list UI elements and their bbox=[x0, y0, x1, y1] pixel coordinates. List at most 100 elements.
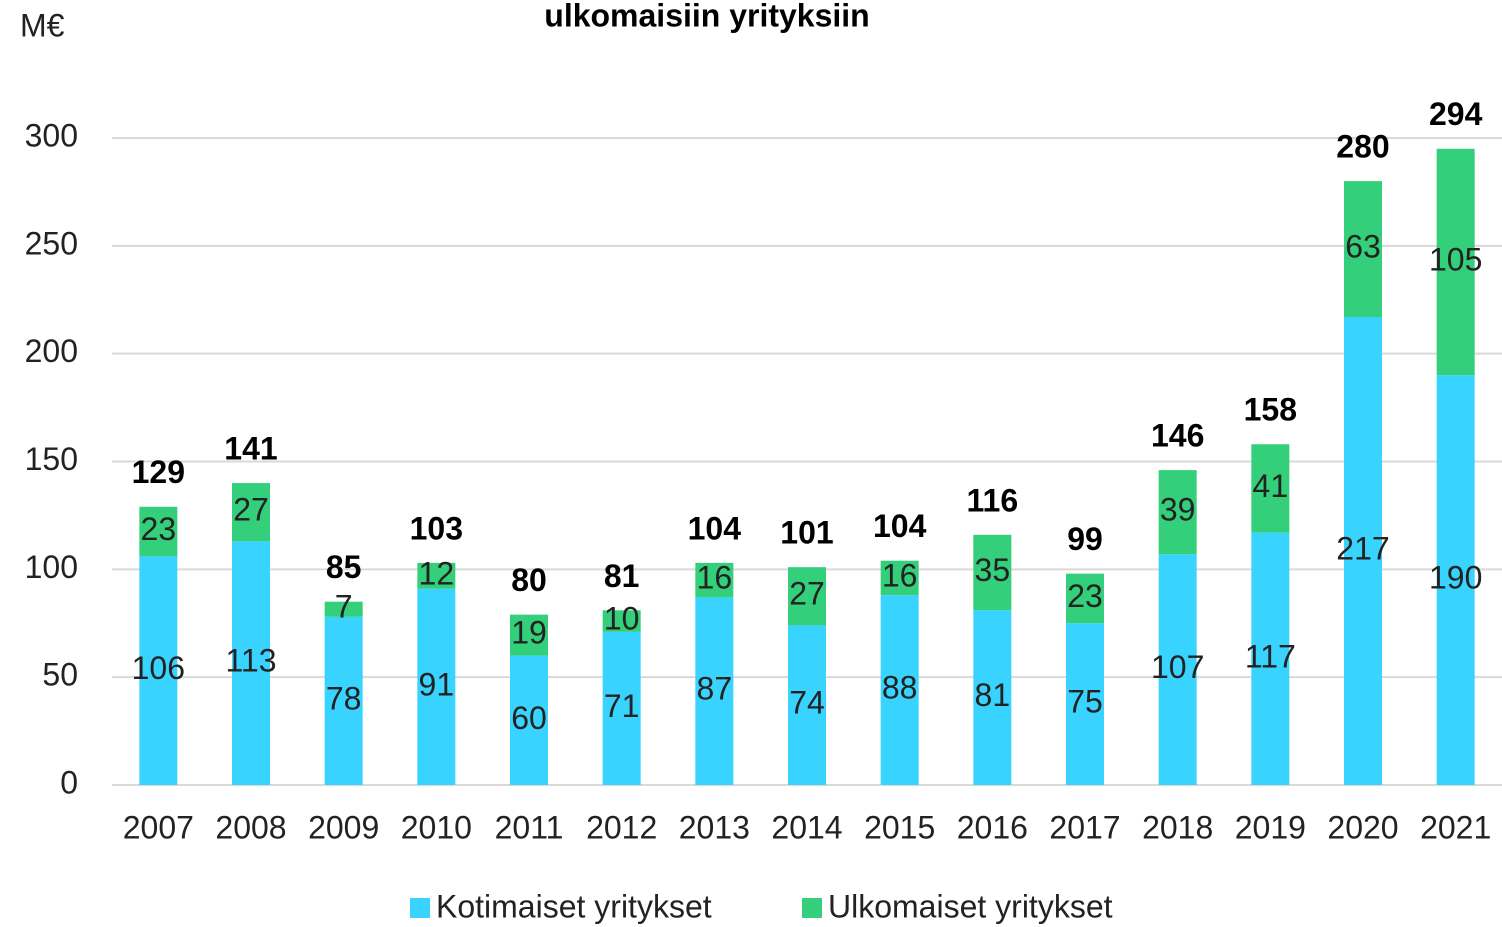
data-label: 81 bbox=[975, 677, 1011, 713]
bar-segment bbox=[417, 588, 456, 785]
data-label: 23 bbox=[1067, 578, 1103, 614]
x-tick-label: 2019 bbox=[1235, 809, 1306, 845]
bar-segment bbox=[602, 610, 641, 632]
data-label: 63 bbox=[1345, 229, 1381, 265]
legend-label: Kotimaiset yritykset bbox=[436, 888, 712, 924]
data-label: 23 bbox=[141, 511, 177, 547]
x-tick-label: 2021 bbox=[1420, 809, 1491, 845]
data-label: 12 bbox=[419, 555, 455, 591]
bar-segment bbox=[973, 534, 1012, 611]
data-label: 107 bbox=[1151, 649, 1204, 685]
total-label: 99 bbox=[1067, 521, 1103, 557]
x-tick-label: 2010 bbox=[401, 809, 472, 845]
x-tick-label: 2020 bbox=[1327, 809, 1398, 845]
x-tick-label: 2011 bbox=[495, 809, 564, 845]
total-label: 294 bbox=[1429, 96, 1483, 132]
bar-segment bbox=[1436, 148, 1475, 376]
total-label: 280 bbox=[1336, 129, 1389, 165]
legend-swatch bbox=[802, 898, 822, 918]
data-label: 16 bbox=[697, 560, 733, 596]
x-tick-label: 2017 bbox=[1049, 809, 1120, 845]
data-label: 88 bbox=[882, 670, 918, 706]
bar-segment bbox=[1158, 470, 1197, 555]
bar-segment bbox=[232, 541, 270, 785]
bar-segment bbox=[602, 631, 641, 785]
bar-segment bbox=[880, 595, 919, 785]
data-label: 19 bbox=[511, 615, 547, 651]
data-label: 35 bbox=[975, 552, 1011, 588]
total-label: 146 bbox=[1151, 418, 1204, 454]
x-tick-label: 2018 bbox=[1142, 809, 1213, 845]
total-label: 104 bbox=[688, 510, 742, 546]
y-tick-label: 100 bbox=[25, 549, 78, 585]
y-axis-label: M€ bbox=[20, 7, 65, 43]
bar-segment bbox=[510, 614, 548, 656]
total-label: 85 bbox=[326, 549, 362, 585]
data-label: 91 bbox=[419, 666, 455, 702]
data-label: 113 bbox=[225, 643, 276, 679]
data-label: 41 bbox=[1253, 468, 1289, 504]
legend-label: Ulkomaiset yritykset bbox=[828, 888, 1113, 924]
total-label: 101 bbox=[780, 515, 833, 551]
data-label: 87 bbox=[697, 671, 733, 707]
total-label: 81 bbox=[604, 558, 640, 594]
bar-segment bbox=[324, 601, 363, 617]
bar-segment bbox=[324, 616, 363, 785]
total-label: 116 bbox=[967, 482, 1019, 518]
total-label: 141 bbox=[224, 431, 277, 467]
bar-segment bbox=[1344, 181, 1382, 318]
bar-segment bbox=[695, 597, 734, 785]
bar-segment bbox=[1251, 444, 1290, 533]
bar-segment bbox=[232, 483, 270, 542]
bar-segment bbox=[1158, 554, 1197, 785]
bar-segment bbox=[1436, 375, 1475, 785]
total-label: 158 bbox=[1244, 392, 1297, 428]
x-tick-label: 2016 bbox=[957, 809, 1028, 845]
total-label: 104 bbox=[873, 508, 927, 544]
bar-segment bbox=[880, 560, 919, 596]
data-label: 60 bbox=[511, 700, 547, 736]
data-label: 105 bbox=[1429, 241, 1482, 277]
data-label: 16 bbox=[882, 557, 918, 593]
data-label: 106 bbox=[132, 650, 185, 686]
data-label: 71 bbox=[604, 688, 640, 724]
bar-segment bbox=[417, 562, 456, 589]
data-label: 10 bbox=[604, 601, 640, 637]
legend-swatch bbox=[410, 898, 430, 918]
bar-segment bbox=[973, 610, 1012, 785]
bar-segment bbox=[1344, 317, 1382, 785]
y-tick-label: 200 bbox=[25, 333, 78, 369]
bar-segment bbox=[1066, 623, 1104, 785]
bar-segment bbox=[510, 655, 548, 785]
bar-segment bbox=[788, 625, 826, 785]
data-label: 74 bbox=[789, 685, 825, 721]
bar-segment bbox=[788, 567, 826, 626]
y-tick-label: 300 bbox=[25, 117, 78, 153]
data-label: 39 bbox=[1160, 492, 1196, 528]
chart-title: ulkomaisiin yrityksiin bbox=[544, 0, 869, 33]
x-tick-label: 2012 bbox=[586, 809, 657, 845]
y-tick-label: 150 bbox=[25, 441, 78, 477]
y-tick-label: 0 bbox=[60, 764, 78, 800]
data-label: 75 bbox=[1067, 684, 1103, 720]
y-tick-label: 50 bbox=[42, 657, 78, 693]
data-label: 117 bbox=[1245, 638, 1296, 674]
bar-segment bbox=[1251, 532, 1290, 785]
data-label: 217 bbox=[1336, 530, 1389, 566]
x-tick-label: 2007 bbox=[123, 809, 194, 845]
bar-segment bbox=[139, 556, 178, 785]
total-label: 80 bbox=[511, 562, 547, 598]
data-label: 27 bbox=[233, 492, 269, 528]
x-tick-label: 2015 bbox=[864, 809, 935, 845]
total-label: 103 bbox=[410, 510, 463, 546]
x-tick-label: 2008 bbox=[215, 809, 286, 845]
x-tick-label: 2013 bbox=[679, 809, 750, 845]
data-label: 78 bbox=[326, 680, 362, 716]
total-label: 129 bbox=[132, 454, 185, 490]
data-label: 7 bbox=[335, 589, 353, 625]
y-tick-label: 250 bbox=[25, 225, 78, 261]
bar-segment bbox=[139, 506, 178, 557]
bar-segment bbox=[1066, 573, 1104, 624]
data-label: 27 bbox=[789, 576, 825, 612]
